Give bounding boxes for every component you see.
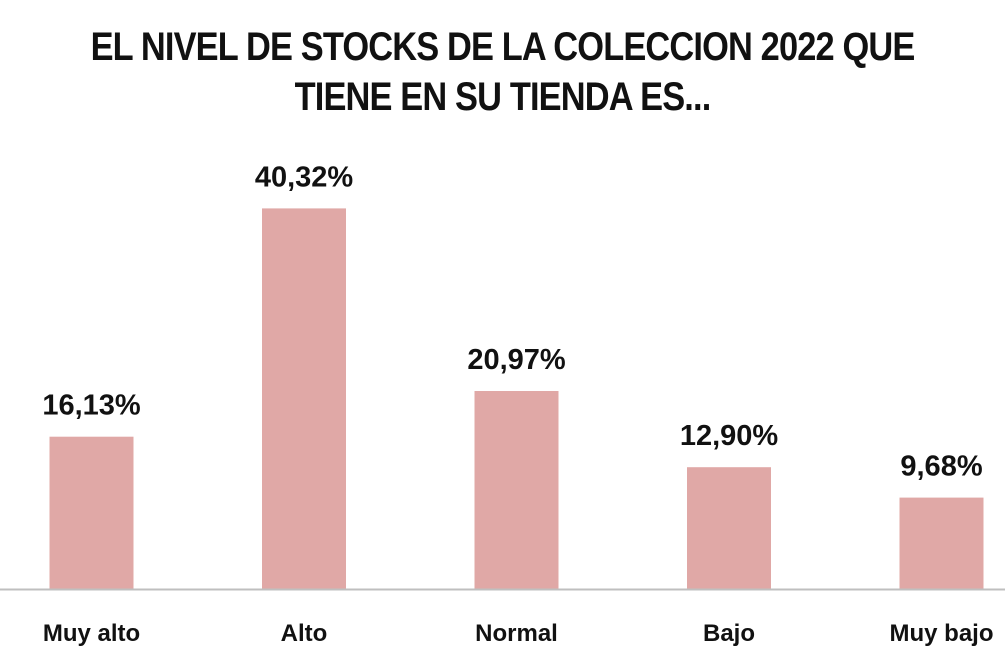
category-label-normal: Normal — [475, 620, 558, 647]
data-label-bajo: 12,90% — [680, 420, 779, 452]
chart-title-line-1: EL NIVEL DE STOCKS DE LA COLECCION 2022 … — [90, 25, 916, 69]
category-label-alto: Alto — [281, 620, 328, 647]
data-label-muy-alto: 16,13% — [42, 390, 141, 422]
bar-bajo — [687, 467, 771, 589]
chart-title-line-2: TIENE EN SU TIENDA ES... — [294, 75, 712, 119]
category-labels-group: Muy alto Alto Normal Bajo Muy bajo — [43, 620, 994, 647]
bar-normal — [474, 391, 559, 589]
bar-alto — [262, 208, 346, 589]
data-label-normal: 20,97% — [467, 344, 566, 376]
bars-group — [49, 208, 984, 589]
category-label-muy-alto: Muy alto — [43, 620, 140, 647]
category-label-muy-bajo: Muy bajo — [889, 620, 993, 647]
bar-muy-bajo — [899, 497, 984, 589]
data-label-muy-bajo: 9,68% — [900, 451, 982, 483]
data-label-alto: 40,32% — [255, 161, 354, 193]
chart-title: EL NIVEL DE STOCKS DE LA COLECCION 2022 … — [70, 22, 934, 122]
category-label-bajo: Bajo — [703, 620, 755, 647]
data-labels-group: 16,13% 40,32% 20,97% 12,90% 9,68% — [42, 161, 983, 482]
bar-muy-alto — [49, 436, 134, 589]
